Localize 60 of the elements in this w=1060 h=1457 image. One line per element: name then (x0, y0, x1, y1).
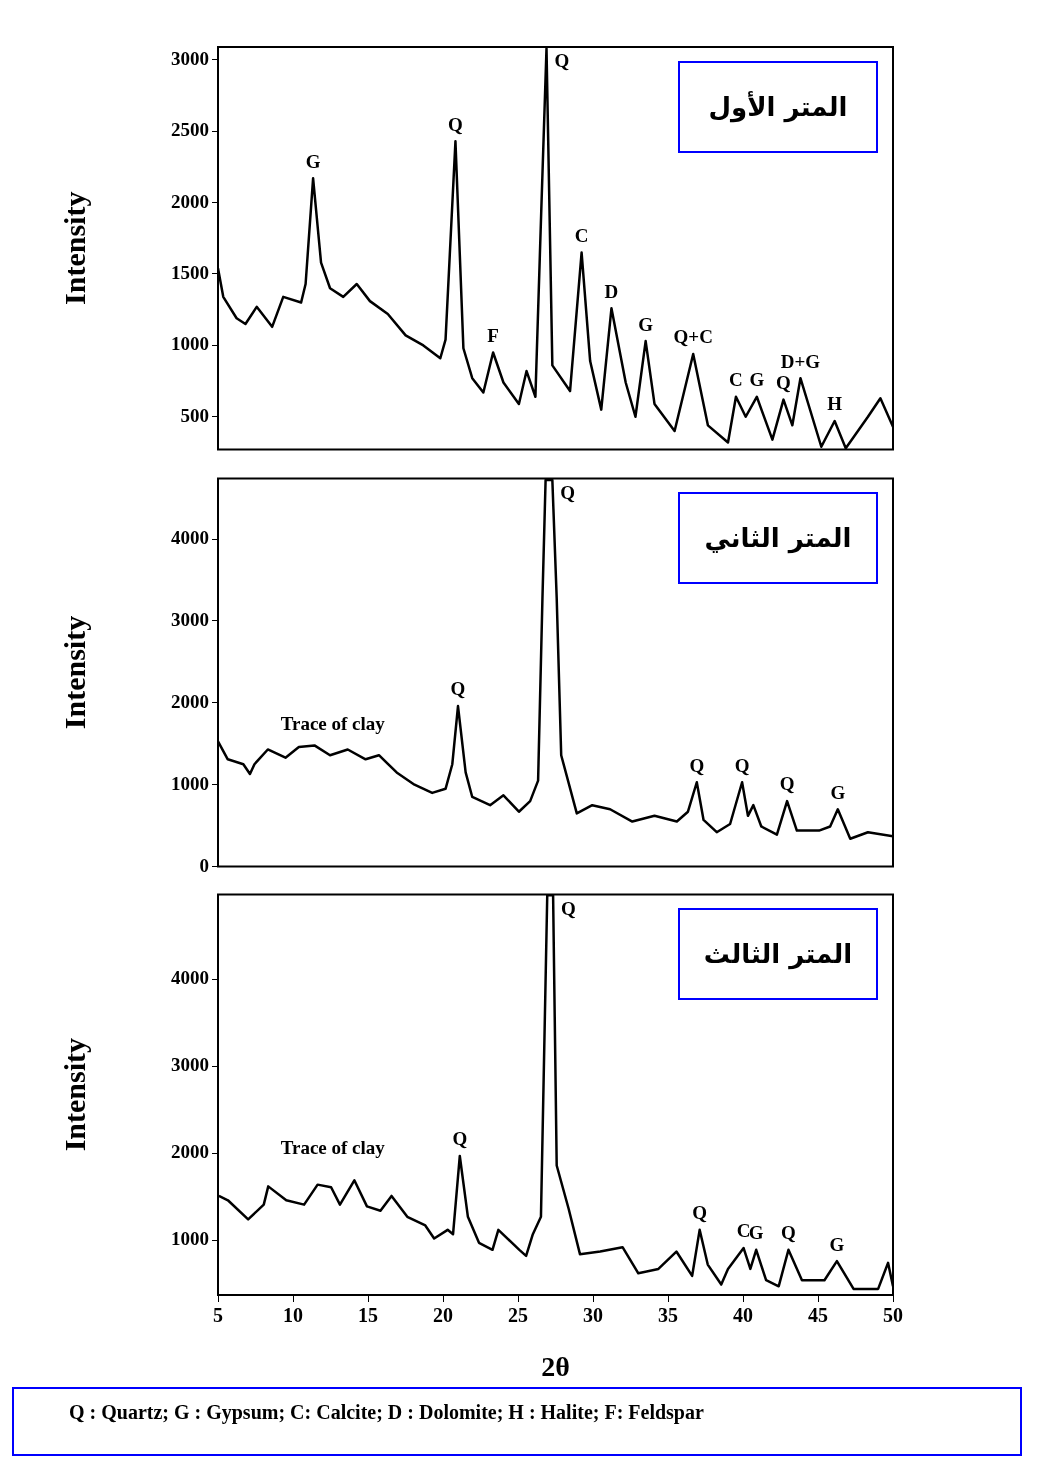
text: المتر الثاني (678, 492, 878, 585)
annotation: Q (776, 372, 791, 394)
x-tick-label: 20 (433, 1304, 453, 1327)
y-tick-label: 500 (180, 404, 209, 426)
x-tick-label: 40 (733, 1304, 753, 1327)
annotation: Q (692, 1202, 708, 1224)
annotation: Q (448, 113, 463, 135)
annotation: Trace of clay (280, 713, 386, 735)
x-tick-label: 35 (658, 1304, 678, 1327)
x-tick-label: 15 (358, 1304, 378, 1327)
annotation: Trace of clay (280, 1137, 386, 1159)
x-tick-label: 50 (883, 1304, 903, 1327)
y-axis-title: Intensity (57, 191, 91, 305)
annotation: G (749, 369, 765, 391)
y-tick-label: 3000 (171, 1054, 209, 1076)
y-tick-label: 1000 (171, 772, 209, 794)
annotation: G (830, 781, 846, 803)
x-tick-label: 30 (583, 1304, 603, 1327)
y-tick-label: 3000 (171, 47, 209, 69)
annotation: D+G (780, 350, 821, 372)
y-tick-label: 2000 (171, 1141, 209, 1163)
y-tick-label: 4000 (171, 526, 209, 548)
annotation: Q (779, 773, 795, 795)
annotation: G (829, 1233, 845, 1255)
annotation: G (638, 313, 654, 335)
annotation: C (574, 224, 589, 246)
annotation: Q (452, 1128, 468, 1150)
annotation: G (305, 150, 321, 172)
annotation: Q (561, 897, 576, 919)
annotation: F (487, 324, 499, 346)
x-tick-label: 45 (808, 1304, 828, 1327)
annotation: D (604, 280, 619, 302)
y-tick-label: 1000 (171, 333, 209, 355)
y-tick-label: 2500 (171, 119, 209, 141)
y-tick-label: 4000 (171, 967, 209, 989)
x-tick-label: 25 (508, 1304, 528, 1327)
annotation: Q (554, 50, 570, 72)
annotation: H (827, 393, 843, 415)
text: Q : Quartz; G : Gypsum; C: Calcite; D : Dolomite; H : Halite; F: Feldspar (12, 1387, 1022, 1456)
annotation: G (748, 1222, 764, 1244)
x-axis-title: 2θ (541, 1351, 570, 1383)
y-tick-label: 1000 (171, 1228, 209, 1250)
annotation: Q (689, 754, 705, 776)
annotation: Q+C (673, 326, 713, 348)
annotation: Q (734, 754, 750, 776)
x-tick-label: 5 (213, 1304, 223, 1327)
annotation: C (729, 369, 743, 391)
y-axis-title: Intensity (57, 1038, 91, 1152)
y-tick-label: 1500 (171, 261, 209, 283)
y-tick-label: 3000 (171, 608, 209, 630)
x-tick-label: 10 (283, 1304, 303, 1327)
y-tick-label: 2000 (171, 690, 209, 712)
y-axis-title: Intensity (57, 615, 91, 730)
annotation: Q (560, 481, 576, 503)
y-tick-label: 0 (199, 854, 209, 876)
text: المتر الأول (678, 61, 878, 153)
annotation: Q (781, 1222, 796, 1244)
y-tick-label: 2000 (171, 190, 209, 212)
annotation: Q (450, 678, 466, 700)
text: المتر الثالث (678, 908, 878, 1001)
